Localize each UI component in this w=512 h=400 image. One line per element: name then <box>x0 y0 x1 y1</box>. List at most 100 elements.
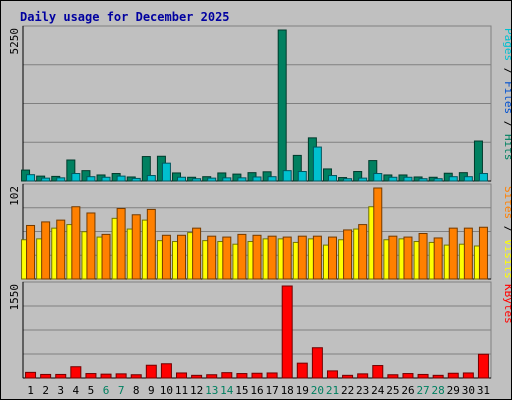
x-tick-label-day-27: 27 <box>416 384 429 397</box>
bar-kbytes-day-15 <box>236 373 248 379</box>
bar-sites-day-29 <box>448 227 458 280</box>
bar-kbytes-day-26 <box>402 373 414 379</box>
bar-hits-day-31 <box>473 140 483 182</box>
x-tick-label-day-19: 19 <box>296 384 309 397</box>
x-tick-label-day-29: 29 <box>447 384 460 397</box>
bar-kbytes-day-13 <box>206 374 218 379</box>
bar-pages-day-2 <box>41 177 51 182</box>
x-tick-label-day-5: 5 <box>88 384 95 397</box>
x-tick-label-day-7: 7 <box>118 384 125 397</box>
legend-visits: Visits <box>502 239 511 279</box>
x-tick-label-day-10: 10 <box>160 384 173 397</box>
bar-sites-day-7 <box>116 208 126 280</box>
legend-separator: / <box>502 219 511 239</box>
bar-sites-day-11 <box>177 234 187 280</box>
x-tick-label-day-12: 12 <box>190 384 203 397</box>
bar-sites-day-14 <box>222 236 232 280</box>
bar-sites-day-27 <box>418 233 428 280</box>
bar-pages-day-18 <box>282 170 292 182</box>
x-tick-label-day-17: 17 <box>265 384 278 397</box>
x-tick-label-day-16: 16 <box>250 384 263 397</box>
bar-hits-day-19 <box>292 154 302 182</box>
x-tick-label-day-26: 26 <box>401 384 414 397</box>
bar-sites-day-15 <box>237 233 247 280</box>
y-max-label: 102 <box>8 186 21 206</box>
bar-kbytes-day-25 <box>387 374 399 379</box>
bar-sites-day-18 <box>282 236 292 280</box>
legend-sites: Sites <box>502 186 511 219</box>
legend-hits-files-pages: Pages / Files / Hits <box>502 28 511 161</box>
bar-hits-day-4 <box>66 159 76 182</box>
bar-sites-day-16 <box>252 234 262 280</box>
bar-kbytes-day-18 <box>281 285 293 379</box>
bar-sites-day-3 <box>56 219 66 280</box>
x-tick-label-day-9: 9 <box>148 384 155 397</box>
bar-pages-day-9 <box>146 175 156 182</box>
x-tick-label-day-30: 30 <box>462 384 475 397</box>
bar-pages-day-11 <box>177 176 187 182</box>
bar-hits-day-14 <box>217 172 227 182</box>
bar-pages-day-27 <box>418 178 428 182</box>
bar-kbytes-day-12 <box>191 374 203 379</box>
bar-pages-day-15 <box>237 177 247 182</box>
bar-kbytes-day-5 <box>85 373 97 379</box>
bar-pages-day-13 <box>207 177 217 182</box>
bar-kbytes-day-19 <box>296 362 308 379</box>
x-tick-label-day-6: 6 <box>103 384 110 397</box>
bar-kbytes-day-24 <box>372 365 384 379</box>
bar-pages-day-23 <box>358 177 368 182</box>
bar-kbytes-day-31 <box>477 353 489 379</box>
legend-separator: / <box>502 114 511 134</box>
bar-pages-day-30 <box>463 176 473 182</box>
x-tick-label-day-4: 4 <box>73 384 80 397</box>
bar-hits-day-18 <box>277 29 287 182</box>
bar-pages-day-29 <box>448 176 458 182</box>
bar-sites-day-30 <box>463 227 473 280</box>
bar-pages-day-25 <box>388 176 398 182</box>
bar-sites-day-24 <box>373 187 383 280</box>
bar-kbytes-day-29 <box>447 372 459 379</box>
x-tick-label-day-15: 15 <box>235 384 248 397</box>
bar-sites-day-2 <box>41 221 51 280</box>
x-tick-label-day-1: 1 <box>27 384 34 397</box>
bar-hits-day-21 <box>322 168 332 182</box>
bar-kbytes-day-17 <box>266 372 278 379</box>
bar-pages-day-24 <box>373 173 383 182</box>
y-max-label: 5250 <box>8 28 21 55</box>
x-tick-label-day-13: 13 <box>205 384 218 397</box>
x-tick-label-day-14: 14 <box>220 384 234 397</box>
bar-sites-day-4 <box>71 206 81 280</box>
x-tick-label-day-21: 21 <box>326 384 339 397</box>
bar-pages-day-22 <box>343 178 353 182</box>
bar-pages-day-7 <box>116 175 126 182</box>
bar-pages-day-19 <box>297 171 307 182</box>
bar-kbytes-day-21 <box>326 370 338 379</box>
bar-pages-day-17 <box>267 176 277 182</box>
legend-files: Files <box>502 81 511 114</box>
bar-sites-day-12 <box>192 227 202 280</box>
legend-pages: Pages <box>502 28 511 61</box>
bar-sites-day-6 <box>101 233 111 280</box>
legend-kbytes: KBytes <box>502 284 511 324</box>
x-tick-label-day-20: 20 <box>311 384 324 397</box>
bar-sites-day-22 <box>343 229 353 280</box>
bar-sites-day-13 <box>207 235 217 280</box>
bar-kbytes-day-11 <box>176 372 188 379</box>
bar-pages-day-31 <box>478 173 488 182</box>
bar-kbytes-day-27 <box>417 373 429 379</box>
legend-separator: / <box>502 61 511 81</box>
bar-sites-day-21 <box>327 236 337 280</box>
bar-hits-day-9 <box>141 156 151 182</box>
bar-pages-day-21 <box>327 175 337 182</box>
bar-pages-day-14 <box>222 177 232 182</box>
legend-visits-sites: Sites / Visits <box>502 186 511 279</box>
x-tick-label-day-8: 8 <box>133 384 140 397</box>
bar-kbytes-day-14 <box>221 372 233 379</box>
bar-kbytes-day-16 <box>251 372 263 379</box>
bar-sites-day-8 <box>131 214 141 280</box>
bar-kbytes-day-22 <box>342 374 354 379</box>
x-tick-label-day-24: 24 <box>371 384 385 397</box>
bar-pages-day-26 <box>403 176 413 182</box>
bar-sites-day-28 <box>433 237 443 280</box>
